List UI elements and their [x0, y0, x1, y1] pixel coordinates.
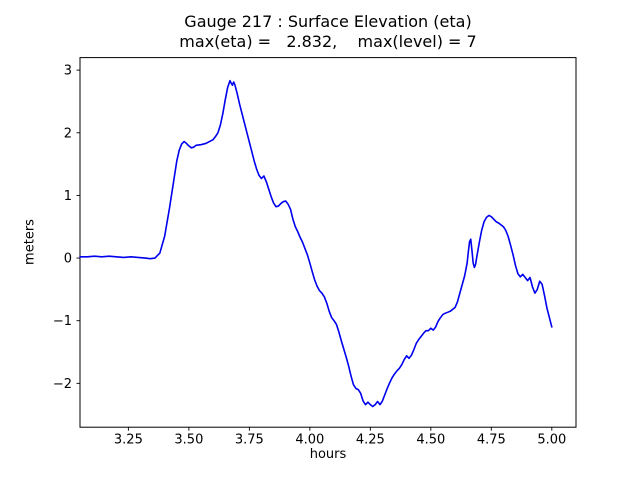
y-tick-label: 2: [64, 126, 72, 141]
y-tick-label: −1: [53, 314, 72, 329]
chart-title-block: Gauge 217 : Surface Elevation (eta) max(…: [80, 12, 576, 52]
x-tick-label: 3.75: [235, 433, 264, 448]
x-axis-label: hours: [309, 447, 347, 462]
chart-title: Gauge 217 : Surface Elevation (eta): [184, 12, 472, 31]
y-tick-label: −2: [53, 377, 72, 392]
x-tick-label: 4.25: [356, 433, 385, 448]
y-tick-label: 0: [64, 252, 72, 267]
y-tick-label: 1: [64, 189, 72, 204]
y-tick-label: 3: [64, 64, 72, 79]
x-tick-label: 4.00: [295, 433, 324, 448]
x-tick-label: 4.75: [477, 433, 506, 448]
x-tick-label: 5.00: [537, 433, 566, 448]
x-tick-label: 4.50: [416, 433, 445, 448]
eta-line: [79, 79, 553, 408]
chart-subtitle: max(eta) = 2.832, max(level) = 7: [179, 32, 477, 51]
x-tick-label: 3.50: [174, 433, 203, 448]
axes-frame: [79, 57, 577, 428]
x-tick-label: 3.25: [114, 433, 143, 448]
